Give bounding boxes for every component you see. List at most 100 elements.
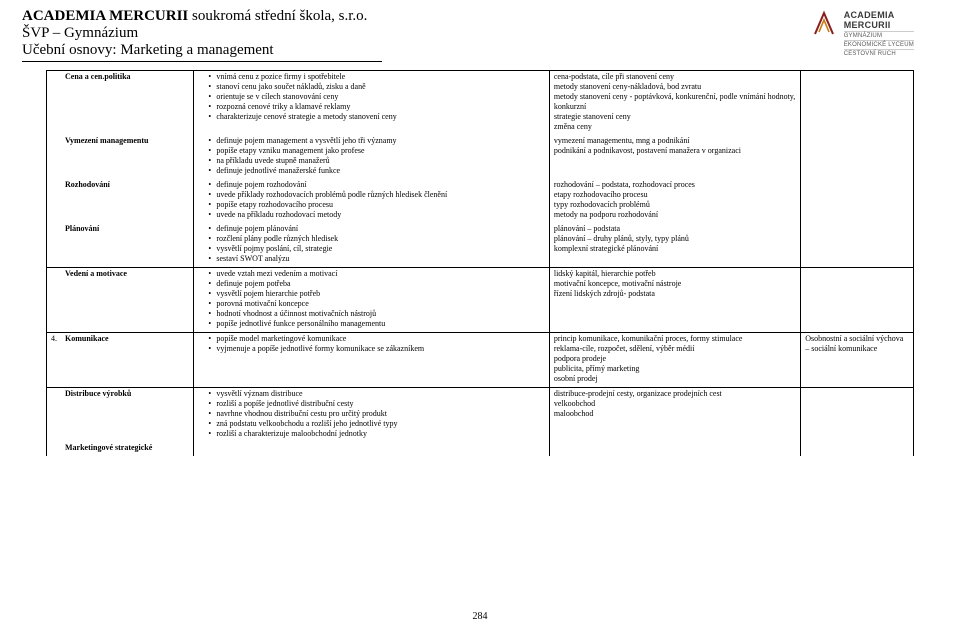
outcomes-cell: uvede vztah mezi vedením a motivacídefin… [194, 268, 549, 333]
page-header: ACADEMIA MERCURII soukromá střední škola… [0, 0, 960, 64]
content-line: typy rozhodovacích problémů [554, 200, 796, 210]
topic-cell: Cena a cen.politika [47, 71, 194, 136]
content-line: motivační koncepce, motivační nástroje [554, 279, 796, 289]
topic-cell: Plánování [47, 223, 194, 268]
content-line: maloobchod [554, 409, 796, 419]
content-line: osobní prodej [554, 374, 796, 384]
subject-line: Učební osnovy: Marketing a management [22, 42, 900, 59]
list-item: rozliší a charakterizuje maloobchodní je… [208, 429, 544, 439]
content-line: podnikání a podnikavost, postavení manaž… [554, 146, 796, 156]
content-line: velkoobchod [554, 399, 796, 409]
content-line: rozhodování – podstata, rozhodovací proc… [554, 180, 796, 190]
content-line: plánování – druhy plánů, styly, typy plá… [554, 234, 796, 244]
list-item: popíše etapy vzniku management jako prof… [208, 146, 544, 156]
cross-topic-cell [801, 442, 914, 456]
content-line: distribuce-prodejní cesty, organizace pr… [554, 389, 796, 399]
content-line: publicita, přímý marketing [554, 364, 796, 374]
content-line: změna ceny [554, 122, 796, 132]
content-line: podpora prodeje [554, 354, 796, 364]
content-line: strategie stanovení ceny [554, 112, 796, 122]
table-row: Marketingové strategické [47, 442, 914, 456]
content-cell: cena-podstata, cíle při stanovení cenyme… [549, 71, 800, 136]
logo-sub-3: CESTOVNÍ RUCH [844, 49, 914, 57]
content-line: reklama-cíle, rozpočet, sdělení, výběr m… [554, 344, 796, 354]
content-line: vymezení managementu, mng a podnikání [554, 136, 796, 146]
outcomes-cell [194, 442, 549, 456]
list-item: vysvětlí význam distribuce [208, 389, 544, 399]
topic-cell: Vedení a motivace [47, 268, 194, 333]
cross-topic-cell [801, 223, 914, 268]
list-item: zná podstatu velkoobchodu a rozliší jeho… [208, 419, 544, 429]
list-item: navrhne vhodnou distribuční cestu pro ur… [208, 409, 544, 419]
content-line: etapy rozhodovacího procesu [554, 190, 796, 200]
content-cell: plánování – podstataplánování – druhy pl… [549, 223, 800, 268]
logo-title-2: MERCURII [844, 20, 914, 30]
content-line: řízení lidských zdrojů- podstata [554, 289, 796, 299]
table-row: Plánovánídefinuje pojem plánovánírozčlen… [47, 223, 914, 268]
outcomes-cell: definuje pojem rozhodováníuvede příklady… [194, 179, 549, 223]
content-line: metody na podporu rozhodování [554, 210, 796, 220]
content-line: plánování – podstata [554, 224, 796, 234]
cross-topic-cell: Osobnostní a sociální výchova – sociální… [801, 333, 914, 388]
list-item: vysvětlí pojmy poslání, cíl, strategie [208, 244, 544, 254]
logo-sub-1: GYMNÁZIUM [844, 31, 914, 39]
svp-line: ŠVP – Gymnázium [22, 25, 900, 42]
list-item: rozliší a popíše jednotlivé distribuční … [208, 399, 544, 409]
table-row: Cena a cen.politikavnímá cenu z pozice f… [47, 71, 914, 136]
list-item: vyjmenuje a popíše jednotlivé formy komu… [208, 344, 544, 354]
school-name: ACADEMIA MERCURII [22, 8, 188, 24]
content-cell: rozhodování – podstata, rozhodovací proc… [549, 179, 800, 223]
cross-topic-cell [801, 268, 914, 333]
list-item: vnímá cenu z pozice firmy i spotřebitele [208, 72, 544, 82]
list-item: sestaví SWOT analýzu [208, 254, 544, 264]
list-item: rozčlení plány podle různých hledisek [208, 234, 544, 244]
list-item: porovná motivační koncepce [208, 299, 544, 309]
content-line: princip komunikace, komunikační proces, … [554, 334, 796, 344]
outcomes-cell: vysvětlí význam distribucerozliší a popí… [194, 388, 549, 443]
content-cell: vymezení managementu, mng a podnikánípod… [549, 135, 800, 179]
content-line: metody stanovení ceny-nákladová, bod zvr… [554, 82, 796, 92]
outcomes-cell: definuje pojem management a vysvětlí jeh… [194, 135, 549, 179]
table-row: Rozhodovánídefinuje pojem rozhodováníuve… [47, 179, 914, 223]
school-logo: ACADEMIA MERCURII GYMNÁZIUM EKONOMICKÉ L… [813, 10, 914, 57]
content-cell: princip komunikace, komunikační proces, … [549, 333, 800, 388]
outcomes-cell: popíše model marketingové komunikacevyjm… [194, 333, 549, 388]
cross-topic-cell [801, 179, 914, 223]
cross-topic-cell [801, 135, 914, 179]
topic-cell: Vymezení managementu [47, 135, 194, 179]
list-item: popíše model marketingové komunikace [208, 334, 544, 344]
list-item: stanoví cenu jako součet nákladů, zisku … [208, 82, 544, 92]
content-line: metody stanovení ceny - poptávková, konk… [554, 92, 796, 112]
list-item: uvede na příkladu rozhodovací metody [208, 210, 544, 220]
school-title: ACADEMIA MERCURII soukromá střední škola… [22, 8, 900, 25]
list-item: uvede příklady rozhodovacích problémů po… [208, 190, 544, 200]
list-item: definuje jednotlivé manažerské funkce [208, 166, 544, 176]
page-number: 284 [0, 611, 960, 622]
list-item: rozpozná cenové triky a klamavé reklamy [208, 102, 544, 112]
list-item: orientuje se v cílech stanovování ceny [208, 92, 544, 102]
list-item: popíše etapy rozhodovacího procesu [208, 200, 544, 210]
table-row: Vedení a motivaceuvede vztah mezi vedení… [47, 268, 914, 333]
topic-cell: Distribuce výrobků [47, 388, 194, 443]
outcomes-cell: vnímá cenu z pozice firmy i spotřebitele… [194, 71, 549, 136]
cross-topic-cell [801, 388, 914, 443]
topic-cell: Rozhodování [47, 179, 194, 223]
list-item: vysvětlí pojem hierarchie potřeb [208, 289, 544, 299]
table-row: Vymezení managementudefinuje pojem manag… [47, 135, 914, 179]
content-line: lidský kapitál, hierarchie potřeb [554, 269, 796, 279]
content-line: cena-podstata, cíle při stanovení ceny [554, 72, 796, 82]
list-item: definuje pojem plánování [208, 224, 544, 234]
curriculum-table: Cena a cen.politikavnímá cenu z pozice f… [46, 70, 914, 456]
table-row: Distribuce výrobkůvysvětlí význam distri… [47, 388, 914, 443]
header-underline [22, 61, 382, 62]
content-area: Cena a cen.politikavnímá cenu z pozice f… [0, 64, 960, 456]
school-suffix: soukromá střední škola, s.r.o. [188, 8, 367, 24]
table-row: 4.Komunikacepopíše model marketingové ko… [47, 333, 914, 388]
list-item: hodnotí vhodnost a účinnost motivačních … [208, 309, 544, 319]
logo-title-1: ACADEMIA [844, 10, 914, 20]
list-item: na příkladu uvede stupně manažerů [208, 156, 544, 166]
content-cell [549, 442, 800, 456]
outcomes-cell: definuje pojem plánovánírozčlení plány p… [194, 223, 549, 268]
logo-sub-2: EKONOMICKÉ LYCEUM [844, 40, 914, 48]
topic-cell: 4.Komunikace [47, 333, 194, 388]
